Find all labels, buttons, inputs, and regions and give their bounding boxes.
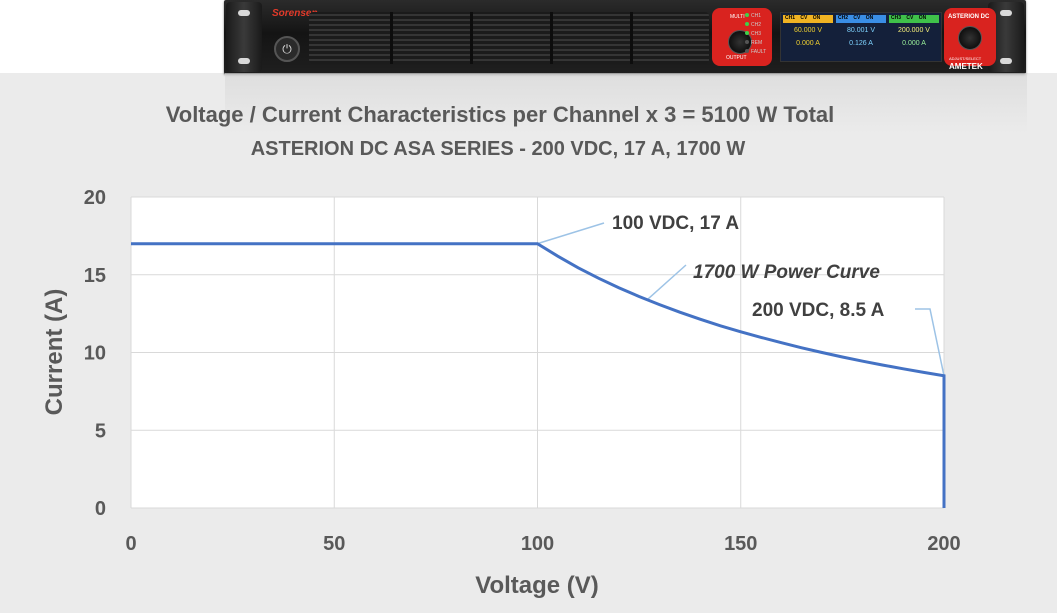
channel-display: CH1 CV ON 60.000 V 0.000 A CH2 CV ON 80.… — [780, 12, 942, 62]
y-tick-label: 15 — [84, 265, 106, 287]
chart-subtitle: ASTERION DC ASA SERIES - 200 VDC, 17 A, … — [250, 138, 746, 160]
y-tick-label: 20 — [84, 187, 106, 209]
x-tick-label: 50 — [323, 533, 345, 555]
vent-divider — [550, 12, 553, 64]
annotation-label: 1700 W Power Curve — [693, 262, 880, 283]
annotations: 100 VDC, 17 A 1700 W Power Curve 200 VDC, … — [612, 213, 885, 321]
x-tick-label: 150 — [724, 533, 757, 555]
rack-slot — [1000, 58, 1012, 64]
tick-labels: 0 50 100 150 200 0 5 10 15 20 — [84, 187, 961, 555]
led-ch2: CH2 — [745, 22, 766, 31]
rack-slot — [1000, 10, 1012, 16]
x-axis-label: Voltage (V) — [475, 572, 599, 599]
x-tick-label: 200 — [927, 533, 960, 555]
adjust-knob — [958, 26, 982, 50]
y-tick-label: 0 — [95, 498, 106, 520]
channel-2-current: 0.126 A — [849, 40, 873, 47]
annotation-label: 100 VDC, 17 A — [612, 213, 739, 234]
annotation-label: 200 VDC, 8.5 A — [752, 300, 885, 321]
rack-slot — [238, 10, 250, 16]
annotation-leaders — [537, 222, 945, 376]
device-reflection — [225, 73, 1027, 133]
vent-grille — [309, 12, 709, 64]
output-label: OUTPUT — [726, 55, 747, 61]
led-ch3: CH3 — [745, 31, 766, 40]
status-leds: CH1 CH2 CH3 REM FAULT — [745, 13, 766, 58]
annotation-leader — [537, 222, 605, 245]
y-tick-label: 10 — [84, 343, 106, 365]
rack-slot — [238, 58, 250, 64]
multi-label: MULTI — [730, 14, 745, 20]
channel-2: CH2 CV ON 80.001 V 0.126 A — [836, 15, 886, 59]
y-tick-label: 5 — [95, 420, 106, 442]
channel-3-voltage: 200.000 V — [898, 27, 930, 34]
ametek-logo: AMETEK — [949, 62, 983, 71]
x-tick-label: 0 — [125, 533, 136, 555]
vent-divider — [390, 12, 393, 64]
channel-1: CH1 CV ON 60.000 V 0.000 A — [783, 15, 833, 59]
led-fault: FAULT — [745, 49, 766, 58]
rack-ear-left — [226, 2, 262, 72]
series-line — [131, 242, 946, 508]
power-icon: ⏻ — [274, 36, 300, 62]
annotation-leader — [646, 264, 687, 301]
x-tick-label: 100 — [521, 533, 554, 555]
led-ch1: CH1 — [745, 13, 766, 22]
annotation-leader — [915, 308, 945, 376]
channel-3: CH3 CV ON 200.000 V 0.000 A — [889, 15, 939, 59]
adjust-label: ADJUST/SELECT — [949, 56, 982, 61]
power-supply-photo: Sorensen ⏻ MULTI OUTPUT CH1 CH2 CH3 REM … — [224, 0, 1026, 74]
y-axis-label: Current (A) — [41, 289, 68, 416]
channel-3-current: 0.000 A — [902, 40, 926, 47]
channel-1-current: 0.000 A — [796, 40, 820, 47]
channel-2-voltage: 80.001 V — [846, 27, 876, 34]
led-rem: REM — [745, 40, 766, 49]
model-label: ASTERION DC — [948, 14, 990, 20]
vent-divider — [630, 12, 633, 64]
adjust-control-panel: ASTERION DC ADJUST/SELECT — [944, 8, 996, 66]
channel-1-voltage: 60.000 V — [793, 27, 823, 34]
chart-title: Voltage / Current Characteristics per Ch… — [165, 102, 835, 127]
brand-logo: Sorensen — [272, 8, 318, 19]
vent-divider — [470, 12, 473, 64]
